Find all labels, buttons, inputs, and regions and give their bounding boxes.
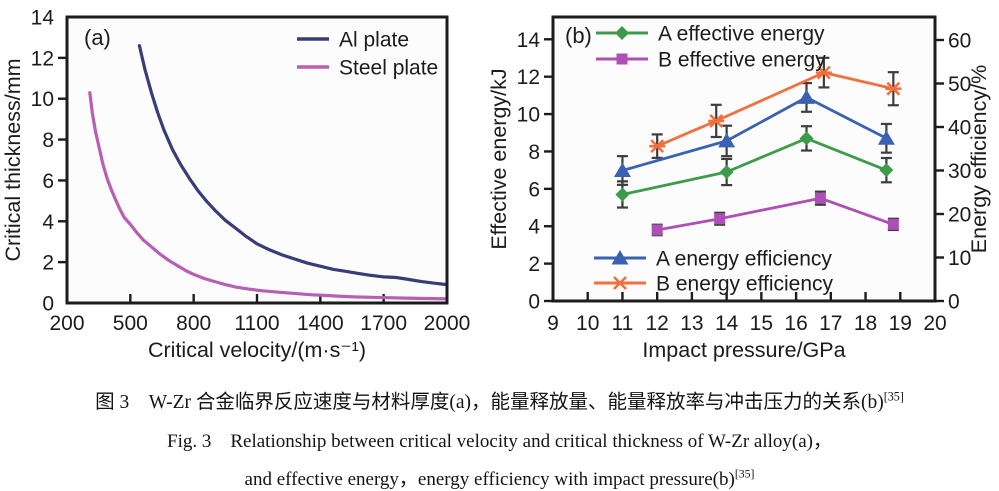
panel-label-a: (a) — [84, 25, 111, 50]
y-left-tick-label: 8 — [528, 141, 540, 164]
chart-b-effective-energy: 9 10 11 12 13 14 15 16 17 18 19 2002468101214010203… — [490, 15, 991, 362]
axes-box — [65, 15, 449, 305]
series-line — [656, 71, 894, 148]
legend-label: B effective energy — [658, 49, 826, 72]
panel-label-b: (b) — [565, 23, 592, 48]
x-axis-label: Critical velocity/(m·s⁻¹) — [148, 338, 366, 362]
y-left-tick-label: 6 — [528, 178, 540, 201]
series-line-al-plate — [137, 43, 449, 287]
y-right-tick-label: 0 — [948, 291, 960, 314]
series-line — [622, 136, 887, 196]
diamond-marker — [799, 131, 814, 146]
y-left-tick-label: 0 — [528, 291, 540, 314]
y-tick-label: 8 — [42, 129, 54, 152]
x-tick-label: 2000 — [424, 312, 471, 335]
chart-a-critical-thickness: 200 500 800 1100 1400 1700 2000 0 2 4 6 8 10 12 14 (a) A… — [1, 7, 471, 363]
y-axis-right-label: Energy efficiency/% — [967, 65, 991, 253]
x-tick-label: 19 — [889, 312, 912, 335]
x-tick-label: 11 — [612, 312, 634, 335]
chart-row: 200 500 800 1100 1400 1700 2000 0 2 4 6 8 10 12 14 (a) A… — [1, 7, 991, 363]
y-right-tick-label: 10 — [948, 247, 971, 270]
y-left-tick-label: 2 — [528, 253, 540, 276]
diamond-marker — [719, 165, 734, 180]
triangle-marker — [613, 162, 631, 177]
x-tick-label: 10 — [576, 312, 599, 335]
y-tick-label: 0 — [42, 293, 54, 316]
y-axis-label: Critical thickness/mm — [1, 58, 25, 261]
plot-area — [67, 17, 447, 303]
caption-english-ref: [35] — [734, 467, 755, 481]
x-tick-label: 800 — [176, 312, 211, 335]
triangle-marker — [798, 89, 816, 104]
y-right-tick-label: 50 — [948, 73, 971, 96]
square-marker — [714, 213, 726, 225]
y-right-tick-label: 30 — [948, 160, 971, 183]
x-tick-label: 16 — [784, 312, 807, 335]
x-tick-label: 1700 — [360, 312, 407, 335]
y-axis-left-label: Effective energy/kJ — [490, 68, 511, 249]
x-tick-label: 9 — [547, 312, 559, 335]
series-line-steel-plate — [88, 90, 449, 301]
x-tick-label: 18 — [854, 312, 877, 335]
y-tick-label: 12 — [31, 47, 54, 70]
caption-english-text-1: Fig. 3 Relationship between critical vel… — [167, 431, 832, 452]
y-right-tick-label: 20 — [948, 204, 971, 227]
square-marker — [651, 224, 663, 236]
series-line — [656, 196, 894, 232]
caption-line-english-1: Fig. 3 Relationship between critical vel… — [0, 426, 999, 453]
legend-label: A effective energy — [658, 23, 825, 46]
figure-caption: 图 3 W-Zr 合金临界反应速度与材料厚度(a)，能量释放量、能量释放率与冲击… — [0, 372, 999, 491]
y-tick-label: 10 — [31, 88, 54, 111]
x-tick-label: 200 — [49, 312, 84, 335]
caption-chinese-ref: [35] — [883, 389, 904, 404]
y-tick-label: 14 — [31, 7, 55, 30]
triangle-marker — [718, 132, 736, 148]
x-tick-label: 17 — [819, 312, 842, 335]
y-right-tick-label: 60 — [948, 30, 971, 53]
diamond-legend-marker — [615, 26, 629, 40]
y-left-tick-label: 14 — [517, 29, 541, 52]
legend-label: A energy efficiency — [656, 248, 832, 271]
x-tick-label: 500 — [113, 312, 148, 335]
y-left-tick-label: 12 — [517, 66, 540, 89]
caption-line-chinese: 图 3 W-Zr 合金临界反应速度与材料厚度(a)，能量释放量、能量释放率与冲击… — [0, 385, 999, 414]
x-tick-label: 1100 — [234, 312, 279, 335]
y-left-tick-label: 4 — [528, 216, 540, 239]
x-tick-label: 12 — [646, 312, 669, 335]
caption-line-english-2: and effective energy，energy efficiency w… — [0, 464, 999, 491]
y-tick-label: 4 — [42, 211, 54, 234]
caption-chinese-text: 图 3 W-Zr 合金临界反应速度与材料厚度(a)，能量释放量、能量释放率与冲击… — [95, 392, 884, 413]
x-axis-label: Impact pressure/GPa — [642, 338, 845, 362]
legend-label: Steel plate — [339, 57, 438, 80]
square-legend-marker — [616, 53, 628, 65]
square-marker — [814, 192, 826, 204]
square-marker — [887, 218, 899, 230]
legend-label: B energy efficiency — [656, 273, 834, 296]
caption-english-text-2: and effective energy，energy efficiency w… — [244, 469, 735, 490]
x-tick-label: 13 — [680, 312, 703, 335]
y-tick-label: 6 — [42, 170, 54, 193]
x-tick-label: 15 — [750, 312, 773, 335]
y-right-tick-label: 40 — [948, 117, 971, 140]
x-tick-label: 14 — [715, 312, 739, 335]
diamond-marker — [879, 163, 894, 178]
series-line — [622, 96, 888, 172]
y-left-tick-label: 10 — [517, 104, 540, 127]
y-tick-label: 2 — [42, 252, 54, 275]
triangle-marker — [877, 130, 895, 145]
axes-box — [551, 15, 937, 303]
diamond-marker — [615, 187, 630, 202]
x-tick-label: 1400 — [297, 312, 344, 335]
legend-label: Al plate — [339, 29, 409, 52]
triangle-legend-marker — [611, 250, 629, 265]
x-tick-label: 20 — [923, 312, 946, 335]
